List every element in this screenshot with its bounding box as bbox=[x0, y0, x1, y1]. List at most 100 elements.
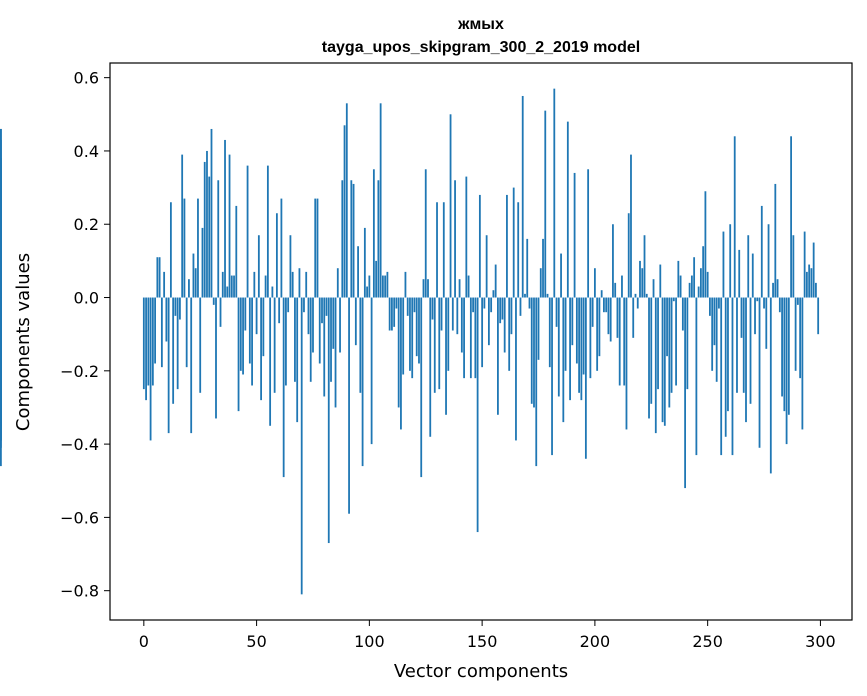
bar-112 bbox=[395, 297, 398, 309]
bar-111 bbox=[393, 297, 396, 327]
bar-192 bbox=[575, 297, 578, 364]
bar-151 bbox=[483, 297, 486, 309]
bar-108 bbox=[386, 271, 389, 298]
bar-193 bbox=[578, 297, 580, 393]
bar-154 bbox=[490, 297, 493, 313]
bar-271 bbox=[754, 297, 756, 335]
bar-122 bbox=[418, 297, 420, 364]
bar-289 bbox=[794, 297, 797, 371]
bar-176 bbox=[539, 268, 542, 298]
bar-158 bbox=[499, 297, 502, 324]
bar-230 bbox=[661, 297, 664, 423]
bar-84 bbox=[332, 297, 335, 349]
bar-256 bbox=[720, 297, 723, 456]
bar-96 bbox=[359, 297, 362, 393]
bar-215 bbox=[627, 213, 630, 298]
bar-228 bbox=[657, 297, 659, 390]
bar-39 bbox=[230, 275, 233, 298]
bar-286 bbox=[787, 297, 790, 415]
bar-162 bbox=[508, 297, 511, 371]
bar-129 bbox=[433, 297, 436, 393]
bar-11 bbox=[167, 297, 170, 434]
bar-65 bbox=[289, 235, 292, 298]
bar-45 bbox=[244, 297, 247, 331]
bar-201 bbox=[596, 297, 599, 371]
bar-227 bbox=[654, 297, 657, 434]
y-axis: −0.8 −0.6 −0.4 −0.2 0.0 0.2 0.4 0.6 bbox=[60, 69, 110, 601]
bar-258 bbox=[724, 297, 727, 437]
bar-69 bbox=[298, 268, 301, 298]
bar-281 bbox=[776, 279, 779, 298]
bar-229 bbox=[659, 264, 662, 298]
bar-164 bbox=[512, 187, 515, 298]
bar-238 bbox=[679, 275, 682, 298]
x-tick-label: 200 bbox=[580, 632, 611, 651]
bar-58 bbox=[273, 297, 276, 393]
bar-292 bbox=[801, 297, 804, 430]
bar-70 bbox=[300, 297, 303, 595]
bar-31 bbox=[212, 297, 215, 305]
bar-251 bbox=[709, 297, 711, 316]
bar-95 bbox=[357, 246, 359, 298]
bar-285 bbox=[785, 297, 788, 445]
bar-159 bbox=[501, 297, 504, 320]
bar-178 bbox=[544, 110, 547, 298]
bar-146 bbox=[472, 297, 474, 313]
bar-213 bbox=[623, 297, 626, 386]
bar-63 bbox=[285, 297, 287, 386]
bar-212 bbox=[621, 275, 623, 298]
x-tick-label: 0 bbox=[139, 632, 149, 651]
bar-114 bbox=[400, 297, 402, 430]
bar-195 bbox=[582, 297, 585, 375]
bar-174 bbox=[535, 297, 538, 467]
bar-6 bbox=[156, 257, 159, 298]
bar-series bbox=[0, 88, 820, 595]
bar-7 bbox=[158, 257, 161, 298]
bar-277 bbox=[767, 224, 770, 298]
bar-200 bbox=[593, 268, 596, 298]
bar-9 bbox=[163, 271, 166, 298]
bar-275 bbox=[763, 297, 765, 309]
bar-100 bbox=[368, 275, 371, 298]
bar-110 bbox=[391, 297, 393, 331]
bar-274 bbox=[760, 205, 763, 298]
bar-59 bbox=[275, 213, 278, 298]
bar-98 bbox=[363, 227, 366, 298]
bar-28 bbox=[206, 150, 208, 298]
bar-182 bbox=[553, 88, 556, 298]
bar-269 bbox=[749, 297, 752, 404]
bar-283 bbox=[781, 297, 783, 397]
y-tick-label: 0.0 bbox=[74, 289, 99, 308]
bar-225 bbox=[650, 297, 653, 404]
bar-86 bbox=[336, 268, 339, 298]
bar-206 bbox=[607, 297, 610, 335]
bar-71 bbox=[303, 297, 305, 313]
bar-47 bbox=[248, 297, 251, 364]
bar-90 bbox=[345, 103, 348, 298]
bar-156 bbox=[494, 264, 497, 298]
bar-134 bbox=[445, 297, 447, 415]
bar-157 bbox=[497, 297, 499, 415]
bar-291 bbox=[799, 297, 802, 379]
bar-36 bbox=[224, 139, 226, 298]
bar-237 bbox=[677, 260, 680, 298]
bar-124 bbox=[422, 279, 425, 298]
bar-120 bbox=[413, 297, 416, 313]
bar-107 bbox=[384, 275, 387, 298]
bar-259 bbox=[727, 297, 729, 412]
bar-137 bbox=[451, 297, 454, 331]
bar-270 bbox=[751, 253, 754, 298]
x-tick-label: 250 bbox=[692, 632, 723, 651]
bar-54 bbox=[264, 275, 267, 298]
x-tick-label: 100 bbox=[354, 632, 385, 651]
bar-92 bbox=[350, 180, 353, 298]
bar-294 bbox=[805, 271, 808, 298]
bar-261 bbox=[731, 297, 734, 456]
bar-163 bbox=[510, 297, 513, 335]
y-tick-label: −0.4 bbox=[60, 435, 99, 454]
bar-135 bbox=[447, 297, 450, 371]
bar-52 bbox=[260, 297, 262, 401]
x-tick-label: 150 bbox=[467, 632, 498, 651]
bar-290 bbox=[796, 297, 799, 305]
bar-74 bbox=[309, 297, 312, 382]
